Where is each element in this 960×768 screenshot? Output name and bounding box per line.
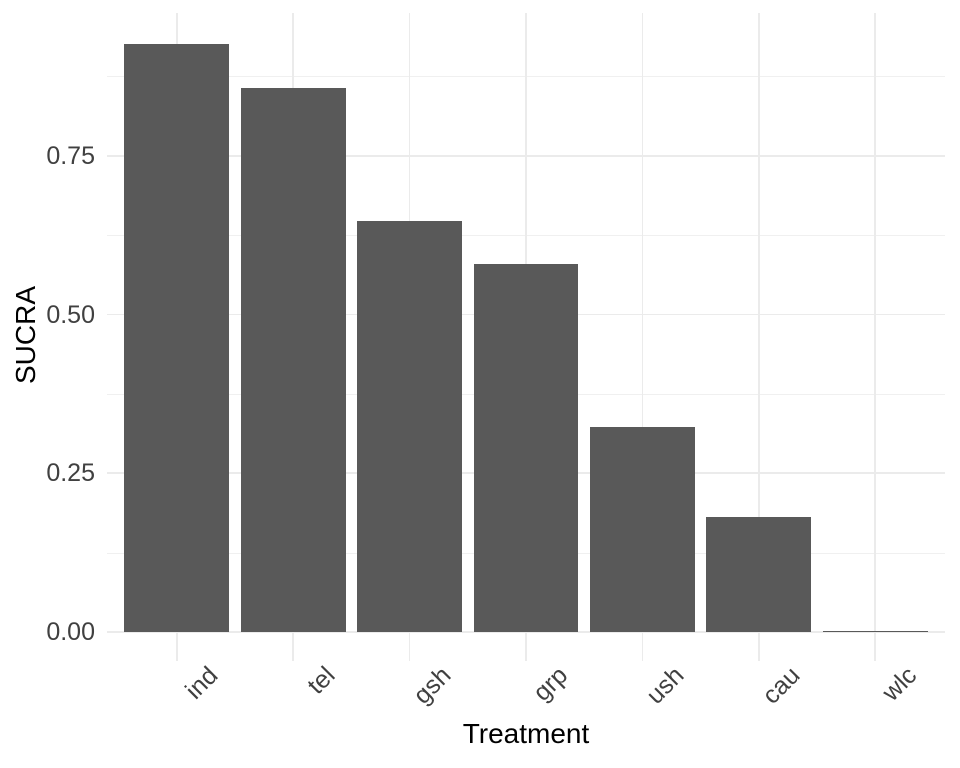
x-tick-label: ind bbox=[180, 661, 224, 705]
x-gridline bbox=[641, 13, 644, 661]
bar-ind bbox=[124, 43, 230, 632]
x-tick-label: ush bbox=[641, 661, 690, 710]
y-tick-label: 0.75 bbox=[46, 141, 95, 170]
x-tick-label: cau bbox=[757, 661, 806, 710]
bar-cau bbox=[706, 517, 812, 632]
x-tick-label: gsh bbox=[408, 661, 457, 710]
bar-grp bbox=[473, 264, 579, 632]
bar-wlc bbox=[822, 630, 928, 632]
y-tick-label: 0.25 bbox=[46, 459, 95, 488]
y-tick-label: 0.50 bbox=[46, 300, 95, 329]
x-gridline bbox=[757, 13, 760, 661]
x-tick-label: wlc bbox=[876, 661, 923, 707]
y-tick-label: 0.00 bbox=[46, 618, 95, 646]
x-tick-label: tel bbox=[301, 661, 341, 700]
x-gridline bbox=[874, 13, 876, 661]
x-tick-label: grp bbox=[527, 661, 574, 707]
bar-ush bbox=[590, 426, 695, 632]
bar-gsh bbox=[357, 221, 462, 632]
bar-tel bbox=[240, 87, 346, 632]
x-axis-title: Treatment bbox=[462, 718, 590, 749]
